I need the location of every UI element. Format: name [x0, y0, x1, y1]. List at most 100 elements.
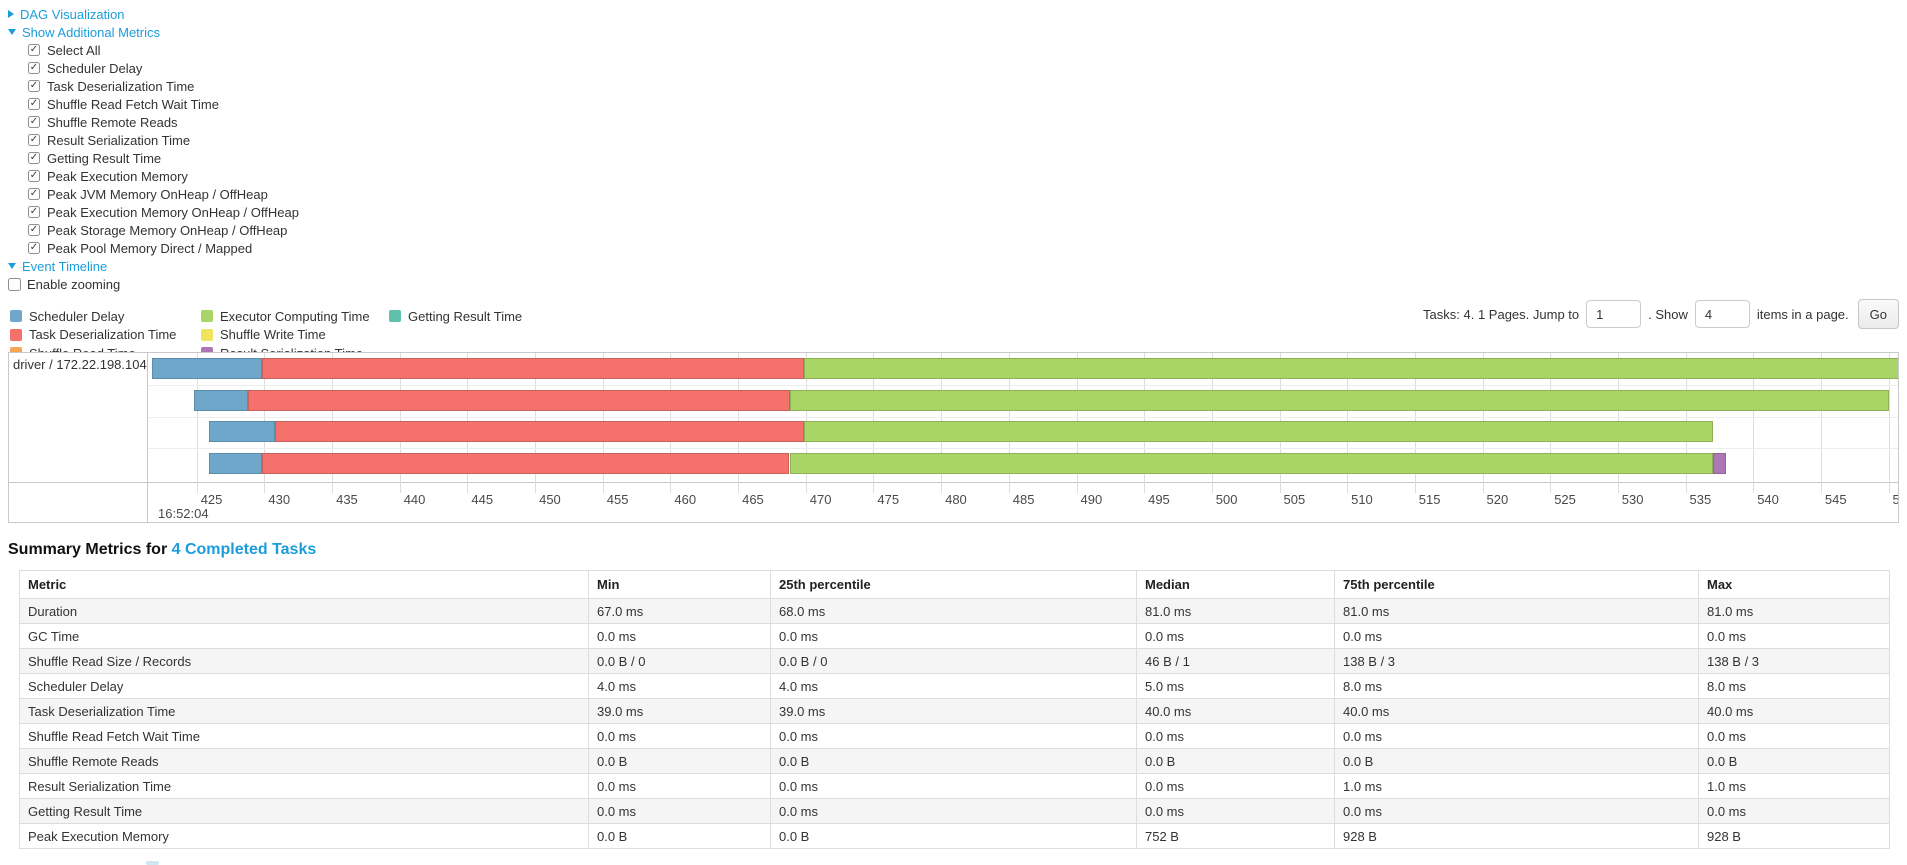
- legend-label: Shuffle Write Time: [220, 327, 326, 343]
- summary-metric-value: 928 B: [1334, 823, 1699, 849]
- legend-label: Scheduler Delay: [29, 308, 125, 324]
- metric-checkbox-row[interactable]: Peak Pool Memory Direct / Mapped: [28, 239, 299, 257]
- dag-visualization-toggle[interactable]: DAG Visualization: [8, 5, 299, 23]
- tick-mark: [805, 482, 807, 493]
- summary-metric-value: 0.0 ms: [588, 723, 771, 749]
- completed-tasks-link[interactable]: 4 Completed Tasks: [171, 541, 317, 558]
- task-bar-segment-executor-computing: [789, 453, 1713, 474]
- axis-tick-label: 425: [200, 492, 223, 507]
- checkbox-icon[interactable]: [28, 170, 40, 182]
- metric-checkbox-row[interactable]: Peak Execution Memory: [28, 167, 299, 185]
- summary-metric-value: 8.0 ms: [1698, 673, 1890, 699]
- metric-checkbox-row[interactable]: Scheduler Delay: [28, 59, 299, 77]
- axis-tick-label: 485: [1012, 492, 1035, 507]
- checkbox-icon[interactable]: [28, 116, 40, 128]
- task-bar-segment-executor-computing: [804, 421, 1713, 442]
- metric-checkbox-row[interactable]: Shuffle Read Fetch Wait Time: [28, 95, 299, 113]
- summary-metric-value: 81.0 ms: [1698, 598, 1890, 624]
- metric-checkbox-row[interactable]: Peak Storage Memory OnHeap / OffHeap: [28, 221, 299, 239]
- axis-time-label: 16:52:04: [158, 506, 209, 521]
- checkbox-icon[interactable]: [28, 62, 40, 74]
- summary-metric-value: 0.0 ms: [1136, 723, 1335, 749]
- summary-metric-value: 1.0 ms: [1698, 773, 1890, 799]
- checkbox-icon[interactable]: [28, 206, 40, 218]
- metric-checkbox-row[interactable]: Shuffle Remote Reads: [28, 113, 299, 131]
- summary-metric-value: 67.0 ms: [588, 598, 771, 624]
- enable-zooming-row[interactable]: Enable zooming: [8, 275, 299, 293]
- summary-metric-value: 0.0 B: [588, 823, 771, 849]
- timeline-legend: Scheduler Delay Task Deserialization Time…: [10, 307, 522, 363]
- summary-metric-value: 0.0 B / 0: [770, 648, 1137, 674]
- tick-mark: [1753, 482, 1755, 493]
- lane-separator: [148, 448, 1898, 449]
- summary-row: GC Time 0.0 ms 0.0 ms 0.0 ms 0.0 ms 0.0 ms: [19, 623, 1890, 649]
- checkbox-icon[interactable]: [28, 98, 40, 110]
- legend-swatch-icon: [389, 310, 401, 323]
- checkbox-icon[interactable]: [28, 44, 40, 56]
- gridline: [1685, 353, 1687, 482]
- tick-mark: [1347, 482, 1349, 493]
- summary-row: Shuffle Remote Reads 0.0 B 0.0 B 0.0 B 0.0 B…: [19, 748, 1890, 774]
- gridline: [670, 353, 672, 482]
- gridline: [738, 353, 740, 482]
- show-additional-metrics-link[interactable]: Show Additional Metrics: [22, 24, 161, 40]
- summary-metric-value: 0.0 ms: [588, 773, 771, 799]
- metric-checkbox-row[interactable]: Result Serialization Time: [28, 131, 299, 149]
- task-bar-segment-result-serialization: [1712, 453, 1727, 474]
- summary-metric-value: 928 B: [1698, 823, 1890, 849]
- gridline: [1008, 353, 1010, 482]
- metric-checkbox-row[interactable]: Peak JVM Memory OnHeap / OffHeap: [28, 185, 299, 203]
- jump-to-page-input[interactable]: [1586, 300, 1642, 328]
- triangle-down-icon: [8, 263, 16, 269]
- checkbox-icon[interactable]: [28, 152, 40, 164]
- gridline: [332, 353, 334, 482]
- checkbox-icon[interactable]: [8, 277, 21, 291]
- checkbox-icon[interactable]: [28, 134, 40, 146]
- metric-checkbox-row[interactable]: Peak Execution Memory OnHeap / OffHeap: [28, 203, 299, 221]
- show-items-input[interactable]: [1694, 300, 1750, 328]
- summary-metric-name: Scheduler Delay: [19, 673, 589, 699]
- summary-metric-value: 0.0 ms: [1698, 623, 1890, 649]
- gridline: [1820, 353, 1822, 482]
- gridline: [1414, 353, 1416, 482]
- axis-tick-label: 465: [742, 492, 764, 507]
- gridline: [1279, 353, 1281, 482]
- summary-metric-value: 0.0 ms: [1136, 773, 1335, 799]
- summary-metric-value: 40.0 ms: [1698, 698, 1890, 724]
- summary-heading-text: Summary Metrics for: [8, 541, 172, 558]
- gridline: [1753, 353, 1755, 482]
- summary-metric-name: Result Serialization Time: [19, 773, 589, 799]
- legend-label: Executor Computing Time: [220, 308, 370, 324]
- collapsible-sections: DAG Visualization Show Additional Metric…: [8, 5, 299, 293]
- metric-checkbox-label: Peak Execution Memory OnHeap / OffHeap: [47, 204, 299, 220]
- metric-checkbox-label: Shuffle Read Fetch Wait Time: [47, 96, 219, 112]
- dag-visualization-link[interactable]: DAG Visualization: [20, 6, 125, 22]
- summary-metric-value: 39.0 ms: [588, 698, 771, 724]
- checkbox-icon[interactable]: [28, 224, 40, 236]
- tick-mark: [670, 482, 672, 493]
- summary-metric-name: Peak Execution Memory: [19, 823, 589, 849]
- executor-label: driver / 172.22.198.104: [13, 357, 147, 372]
- show-additional-metrics-toggle[interactable]: Show Additional Metrics: [8, 23, 299, 41]
- legend-label: Task Deserialization Time: [29, 327, 177, 343]
- go-button[interactable]: Go: [1857, 299, 1899, 329]
- metric-checkbox-row[interactable]: Select All: [28, 41, 299, 59]
- legend-column: Executor Computing Time Shuffle Write Tim…: [201, 307, 389, 363]
- axis-tick-label: 540: [1757, 492, 1779, 507]
- metric-checkbox-row[interactable]: Getting Result Time: [28, 149, 299, 167]
- summary-column-header: Metric: [19, 570, 589, 599]
- event-timeline-toggle[interactable]: Event Timeline: [8, 257, 299, 275]
- tick-mark: [941, 482, 943, 493]
- legend-swatch-icon: [10, 328, 22, 341]
- task-bar-segment-task-deserialization: [261, 453, 790, 474]
- event-timeline-link[interactable]: Event Timeline: [22, 258, 108, 274]
- summary-metric-value: 0.0 ms: [1334, 798, 1699, 824]
- task-bar-segment-scheduler-delay: [208, 453, 262, 474]
- metric-checkbox-row[interactable]: Task Deserialization Time: [28, 77, 299, 95]
- gridline: [264, 353, 266, 482]
- checkbox-icon[interactable]: [28, 242, 40, 254]
- summary-metric-value: 0.0 ms: [1698, 723, 1890, 749]
- cutoff-next-section: [146, 861, 159, 865]
- checkbox-icon[interactable]: [28, 188, 40, 200]
- checkbox-icon[interactable]: [28, 80, 40, 92]
